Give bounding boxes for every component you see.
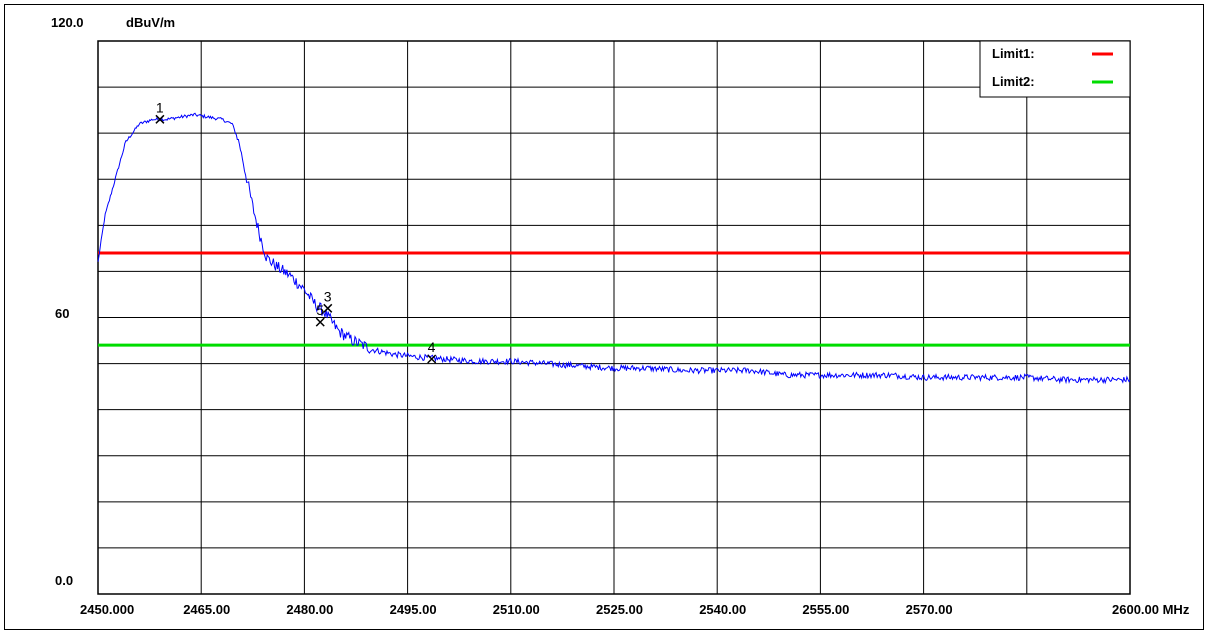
marker-5-label: 5 [316, 302, 324, 318]
trace-line [97, 112, 1131, 385]
legend-label-limit1: Limit1: [992, 46, 1035, 61]
y-bottom-label: 0.0 [55, 573, 73, 588]
y-top-label: 120.0 [51, 15, 84, 30]
marker-4-cross [427, 354, 437, 364]
x-tick-label: 2600.00 MHz [1112, 602, 1190, 617]
markers: 1 35 4 [155, 99, 437, 364]
marker-3-label: 3 [324, 288, 332, 304]
legend-box [979, 40, 1131, 98]
marker-1-label: 1 [156, 99, 164, 115]
marker-5-cross [315, 317, 325, 327]
trace-group [97, 112, 1131, 385]
marker-3-cross [323, 303, 333, 313]
marker-1-cross [155, 114, 165, 124]
x-tick-label: 2480.00 [286, 602, 333, 617]
x-tick-label: 2570.00 [906, 602, 953, 617]
x-tick-label: 2450.000 [80, 602, 134, 617]
x-tick-label: 2525.00 [596, 602, 643, 617]
emission-chart: 1 35 4 120.0 dBuV/m 60 0.0 2450.000 2465.00… [51, 15, 1190, 617]
x-tick-label: 2510.00 [493, 602, 540, 617]
y-unit-label: dBuV/m [126, 15, 175, 30]
limit-lines [98, 251, 1130, 347]
x-tick-label: 2495.00 [390, 602, 437, 617]
x-tick-label: 2555.00 [802, 602, 849, 617]
x-tick-label: 2465.00 [183, 602, 230, 617]
marker-4-label: 4 [428, 339, 436, 355]
legend-label-limit2: Limit2: [992, 74, 1035, 89]
x-tick-label: 2540.00 [699, 602, 746, 617]
y-mid-label: 60 [55, 306, 69, 321]
x-tick-labels: 2450.000 2465.00 2480.00 2495.00 2510.00 2525… [80, 602, 1190, 617]
grid [98, 41, 1130, 594]
legend: Limit1: Limit2: [979, 40, 1131, 98]
